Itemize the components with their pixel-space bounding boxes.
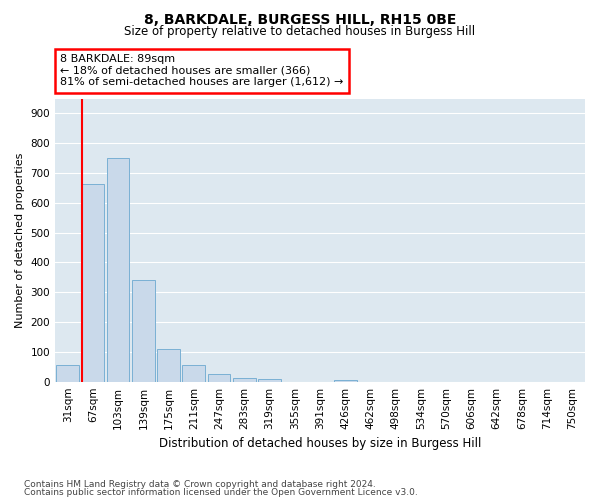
Bar (182, 366, 205, 382)
Bar (132, 280, 155, 382)
Bar (258, 378, 281, 382)
Text: 8, BARKDALE, BURGESS HILL, RH15 0BE: 8, BARKDALE, BURGESS HILL, RH15 0BE (144, 12, 456, 26)
Bar (233, 378, 256, 382)
Bar (334, 380, 356, 382)
Text: Contains public sector information licensed under the Open Government Licence v3: Contains public sector information licen… (24, 488, 418, 497)
Text: 8 BARKDALE: 89sqm
← 18% of detached houses are smaller (366)
81% of semi-detache: 8 BARKDALE: 89sqm ← 18% of detached hous… (61, 54, 344, 88)
X-axis label: Distribution of detached houses by size in Burgess Hill: Distribution of detached houses by size … (159, 437, 481, 450)
Bar (56, 364, 79, 382)
Text: Size of property relative to detached houses in Burgess Hill: Size of property relative to detached ho… (124, 25, 476, 38)
Text: Contains HM Land Registry data © Crown copyright and database right 2024.: Contains HM Land Registry data © Crown c… (24, 480, 376, 489)
Bar (157, 350, 180, 382)
Bar (107, 158, 130, 382)
Bar (82, 184, 104, 382)
Bar (208, 374, 230, 382)
Y-axis label: Number of detached properties: Number of detached properties (15, 152, 25, 328)
